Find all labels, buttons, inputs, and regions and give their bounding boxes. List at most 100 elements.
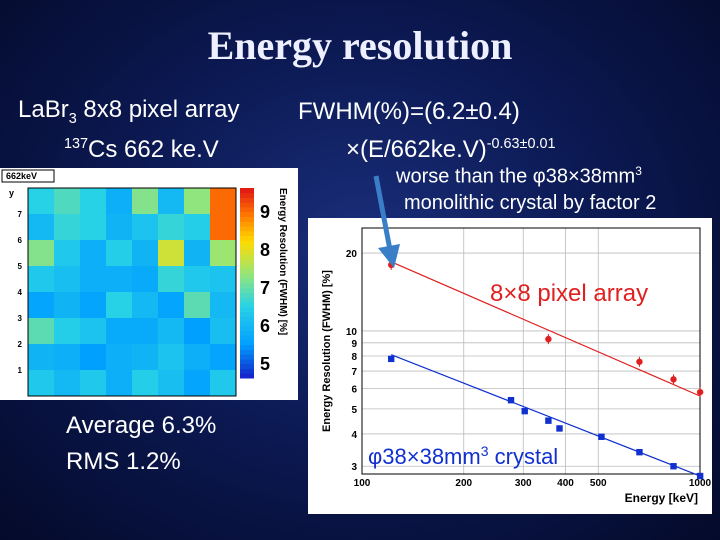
heatmap-svg: 662keVy1234567012345678x56789Energy Reso… — [1, 169, 288, 410]
heatmap-cell — [158, 318, 185, 345]
colorbar-segment — [240, 306, 254, 312]
heatmap-cell — [54, 292, 81, 319]
heatmap-cell — [54, 240, 81, 267]
colorbar-tick: 6 — [260, 316, 270, 336]
heatmap-y-tick: 1 — [18, 366, 23, 375]
colorbar-segment — [240, 340, 254, 346]
plot-y-tick: 6 — [351, 384, 357, 395]
colorbar-segment — [240, 311, 254, 317]
heatmap-cell — [80, 214, 107, 241]
colorbar-segment — [240, 192, 254, 198]
heatmap-cell — [184, 292, 211, 319]
heatmap-cell — [132, 240, 159, 267]
heatmap-cell — [210, 266, 237, 293]
heatmap-y-tick: 7 — [18, 210, 23, 219]
plot-y-tick: 10 — [346, 327, 358, 338]
data-point-monolithic-crystal — [598, 433, 605, 440]
heatmap-cell — [158, 344, 185, 371]
fit-formula-line2: ×(E/662ke.V)-0.63±0.01 — [346, 136, 555, 164]
heatmap-cell — [106, 370, 133, 397]
colorbar-segment — [240, 363, 254, 369]
colorbar-segment — [240, 259, 254, 265]
annotation-monolithic-crystal: φ38×38mm3 crystal — [368, 443, 558, 469]
heatmap-cell — [158, 240, 185, 267]
detector-subscript: 3 — [68, 110, 77, 127]
colorbar-segment — [240, 230, 254, 236]
heatmap-cell — [184, 266, 211, 293]
heatmap-cell — [80, 318, 107, 345]
heatmap-cell — [80, 370, 107, 397]
colorbar-segment — [240, 216, 254, 222]
fit-line-series-0 — [390, 261, 701, 397]
plot-x-label: Energy [keV] — [625, 491, 698, 505]
heatmap-cell — [158, 188, 185, 215]
plot-x-tick: 1000 — [689, 478, 712, 489]
plot-y-tick: 9 — [351, 339, 357, 350]
colorbar-segment — [240, 207, 254, 213]
data-point-monolithic-crystal — [521, 407, 528, 415]
plot-y-tick: 3 — [351, 462, 357, 473]
heatmap-cell — [210, 188, 237, 215]
data-point-monolithic-crystal — [507, 396, 515, 404]
colorbar-segment — [240, 316, 254, 322]
colorbar-segment — [240, 273, 254, 279]
source-description: 137Cs 662 ke.V — [64, 136, 219, 164]
heatmap-cell — [210, 344, 237, 371]
colorbar-segment — [240, 235, 254, 241]
heatmap-cell — [132, 188, 159, 215]
plot-x-tick: 300 — [515, 478, 532, 489]
heatmap-cell — [54, 266, 81, 293]
heatmap-cell — [106, 318, 133, 345]
fit-line-series-1 — [390, 354, 701, 477]
plot-y-tick: 7 — [351, 367, 357, 378]
fit-formula-line1: FWHM(%)=(6.2±0.4) — [298, 98, 520, 125]
heatmap-cell — [132, 214, 159, 241]
colorbar-label: Energy Resolution (FWHM) [%] — [277, 188, 288, 335]
source-isotope-number: 137 — [64, 136, 89, 152]
plot-y-label: Energy Resolution (FWHM) [%] — [321, 270, 333, 432]
heatmap-cell — [184, 344, 211, 371]
heatmap-cell — [54, 370, 81, 397]
heatmap-cell — [28, 214, 55, 241]
heatmap-cell — [80, 240, 107, 267]
heatmap-y-tick: 4 — [18, 288, 23, 297]
heatmap-cell — [210, 370, 237, 397]
heatmap-y-tick: 2 — [18, 340, 23, 349]
heatmap-cell — [184, 318, 211, 345]
heatmap-cell — [28, 370, 55, 397]
heatmap-cell — [54, 214, 81, 241]
data-point-pixel-array — [636, 358, 643, 365]
heatmap-cell — [106, 240, 133, 267]
colorbar-segment — [240, 249, 254, 255]
heatmap-cell — [28, 344, 55, 371]
colorbar-segment — [240, 302, 254, 308]
data-point-monolithic-crystal — [387, 355, 395, 363]
data-point-monolithic-crystal — [545, 417, 552, 424]
heatmap-cell — [158, 292, 185, 319]
heatmap-cell — [132, 292, 159, 319]
heatmap-cell — [54, 318, 81, 345]
plot-y-tick: 5 — [351, 405, 357, 416]
heatmap-cell — [184, 214, 211, 241]
heatmap-cell — [28, 188, 55, 215]
fit-formula-exponent: -0.63±0.01 — [486, 136, 556, 152]
heatmap-y-tick: 6 — [18, 236, 23, 245]
colorbar-segment — [240, 297, 254, 303]
pixel-resolution-heatmap: 662keVy1234567012345678x56789Energy Reso… — [0, 168, 298, 410]
plot-x-tick: 400 — [557, 478, 574, 489]
average-resolution: Average 6.3% — [66, 412, 217, 439]
heatmap-cell — [106, 344, 133, 371]
rms-resolution: RMS 1.2% — [66, 448, 181, 475]
comparison-note-line2: monolithic crystal by factor 2 — [404, 192, 657, 214]
heatmap-cell — [28, 318, 55, 345]
colorbar-segment — [240, 287, 254, 293]
heatmap-cell — [28, 240, 55, 267]
colorbar-segment — [240, 283, 254, 289]
colorbar-segment — [240, 292, 254, 298]
data-point-monolithic-crystal — [556, 425, 563, 432]
heatmap-y-tick: 5 — [18, 262, 23, 271]
heatmap-cell — [106, 214, 133, 241]
heatmap-cell — [184, 188, 211, 215]
heatmap-cell — [132, 344, 159, 371]
plot-y-tick: 4 — [351, 430, 357, 441]
